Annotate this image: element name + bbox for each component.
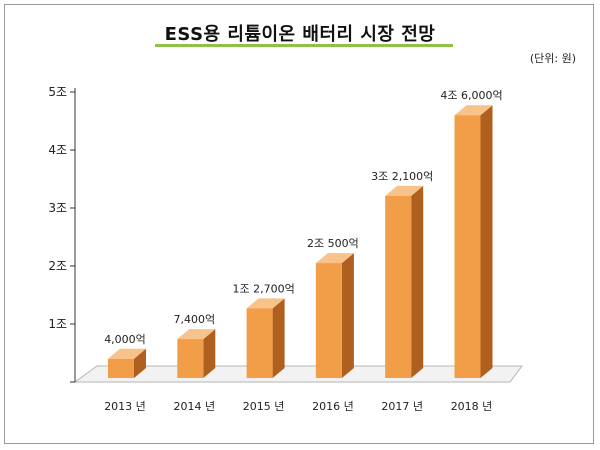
y-tick-label: 1조 — [48, 317, 67, 331]
data-label: 4,000억 — [104, 333, 146, 346]
data-label: 4조 6,000억 — [440, 89, 502, 102]
unit-note: (단위: 원) — [529, 52, 576, 65]
bar-top — [246, 298, 285, 309]
bar — [177, 339, 204, 378]
x-tick-label: 2013 년 — [104, 400, 146, 413]
y-tick-label: 3조 — [48, 201, 67, 215]
bar — [246, 308, 273, 378]
bar-side — [203, 329, 216, 378]
x-tick-label: 2016 년 — [312, 400, 354, 413]
bar-top — [108, 348, 146, 359]
y-tick-label: 4조 — [48, 143, 67, 157]
bar — [315, 263, 342, 378]
bar — [454, 115, 481, 378]
x-tick-label: 2017 년 — [381, 400, 423, 413]
x-tick-label: 2018 년 — [451, 400, 493, 413]
data-label: 1조 2,700억 — [232, 282, 294, 295]
y-tick-label: 5조 — [48, 85, 67, 99]
bar-top — [385, 185, 424, 196]
x-tick-label: 2014 년 — [173, 400, 215, 413]
title-underline — [155, 44, 453, 47]
bar-side — [134, 348, 146, 378]
bar-top — [454, 105, 493, 116]
bar-side — [411, 185, 424, 378]
bar-top — [177, 329, 216, 340]
x-tick-label: 2015 년 — [243, 400, 285, 413]
bar-side — [480, 105, 493, 378]
chart-title: ESS용 리튬이온 배터리 시장 전망 — [164, 24, 436, 45]
data-label: 3조 2,100억 — [371, 170, 433, 183]
data-label: 7,400억 — [173, 313, 215, 326]
bar-side — [341, 253, 354, 378]
bar — [385, 195, 412, 378]
bar — [108, 358, 134, 378]
data-label: 2조 500억 — [307, 237, 359, 250]
y-tick-label: 2조 — [48, 259, 67, 273]
bar-top — [315, 253, 354, 264]
bar-side — [272, 298, 285, 378]
